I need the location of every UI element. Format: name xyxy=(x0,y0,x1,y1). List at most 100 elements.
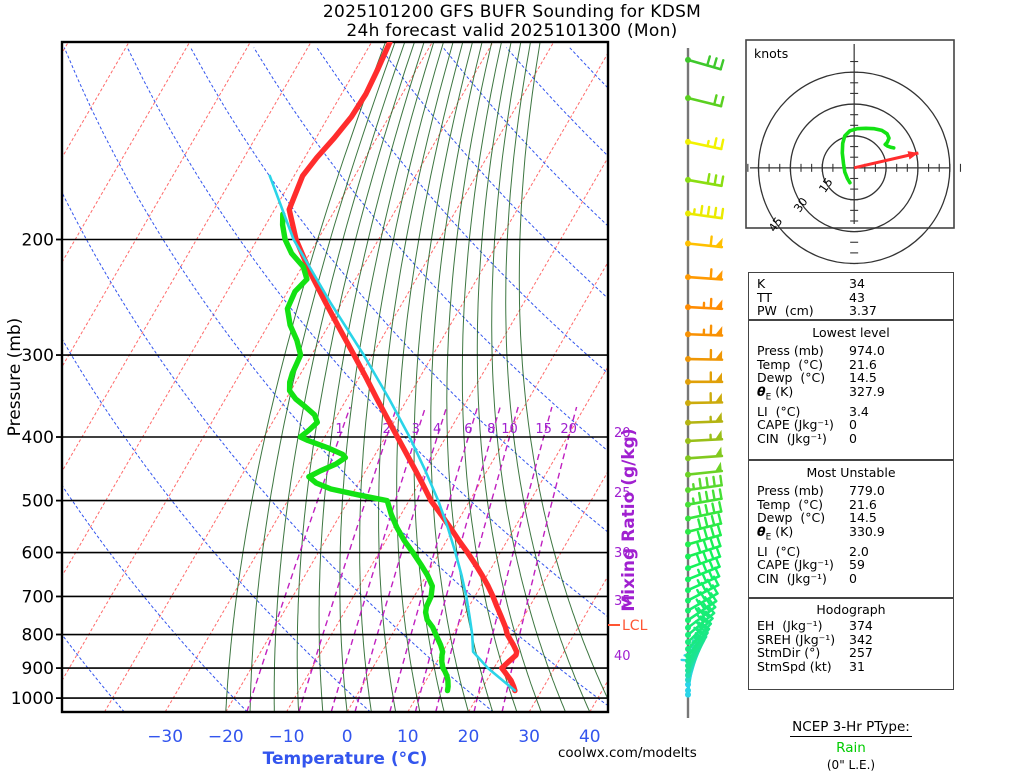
temperature-tick-label: 10 xyxy=(397,727,419,747)
mixing-ratio-label: 3 xyxy=(412,422,420,437)
wind-barb xyxy=(685,372,722,384)
pressure-tick-label: 700 xyxy=(22,587,54,607)
ptype-value: Rain xyxy=(748,740,954,756)
temperature-tick-label: 30 xyxy=(518,727,540,747)
ptype-liquid-equivalent: (0" L.E.) xyxy=(748,758,954,772)
temperature-tick-label: −10 xyxy=(269,727,305,747)
index-row: SREH (Jkg⁻¹)342 xyxy=(757,633,953,647)
index-value: 34 xyxy=(849,277,953,291)
mixing-ratio-label: 4 xyxy=(433,422,441,437)
mixing-ratio-label: 6 xyxy=(464,422,472,437)
index-row: Dewp (°C)14.5 xyxy=(757,511,953,525)
right-axis-title: Mixing Ratio (g/kg) xyxy=(619,428,639,611)
index-label: CAPE (Jkg⁻¹) xyxy=(757,558,849,572)
pressure-tick-label: 1000 xyxy=(11,689,54,709)
index-row: Press (mb)779.0 xyxy=(757,484,953,498)
index-label: SREH (Jkg⁻¹) xyxy=(757,633,849,647)
index-value: 0 xyxy=(849,432,953,446)
index-value: 31 xyxy=(849,660,953,674)
trace-dewpoint xyxy=(283,214,449,690)
index-label: EH (Jkg⁻¹) xyxy=(757,619,849,633)
wind-barb xyxy=(685,95,723,106)
wind-barb xyxy=(685,447,722,462)
index-row: CIN (Jkg⁻¹)0 xyxy=(757,572,953,586)
index-label: Temp (°C) xyxy=(757,358,849,372)
temperature-tick-label: 40 xyxy=(579,727,601,747)
wind-barb xyxy=(685,299,722,310)
index-row: CAPE (Jkg⁻¹)0 xyxy=(757,418,953,432)
index-label: Temp (°C) xyxy=(757,498,849,512)
index-label: CIN (Jkg⁻¹) xyxy=(757,572,849,586)
index-row: θE (K)327.9 xyxy=(757,385,953,405)
index-label: CAPE (Jkg⁻¹) xyxy=(757,418,849,432)
index-value: 3.37 xyxy=(849,304,953,318)
wind-barb-column xyxy=(682,48,724,718)
index-value: 0 xyxy=(849,418,953,432)
wind-barb xyxy=(685,237,723,247)
mixing-ratio-label: 15 xyxy=(535,422,552,437)
index-row: StmDir (°)257 xyxy=(757,646,953,660)
temperature-tick-label: 20 xyxy=(458,727,480,747)
ptype-section: NCEP 3-Hr PType: Rain (0" L.E.) xyxy=(748,716,954,772)
wind-barb xyxy=(685,393,722,406)
index-value: 14.5 xyxy=(849,371,953,385)
wind-barb xyxy=(685,430,722,444)
y-axis-label: Pressure (mb) xyxy=(5,318,25,437)
mixing-ratio-label: 10 xyxy=(501,422,518,437)
index-label: Dewp (°C) xyxy=(757,371,849,385)
index-row: Dewp (°C)14.5 xyxy=(757,371,953,385)
lcl-label: LCL xyxy=(622,618,648,634)
index-label: LI (°C) xyxy=(757,545,849,559)
index-value: 374 xyxy=(849,619,953,633)
lowest-level-heading: Lowest level xyxy=(749,321,953,340)
index-row: θE (K)330.9 xyxy=(757,525,953,545)
pressure-tick-label: 400 xyxy=(22,428,54,448)
ptype-title: NCEP 3-Hr PType: xyxy=(790,719,912,737)
index-label: Dewp (°C) xyxy=(757,511,849,525)
pressure-tick-label: 900 xyxy=(22,659,54,679)
index-label: Press (mb) xyxy=(757,344,849,358)
index-value: 974.0 xyxy=(849,344,953,358)
index-row: PW (cm)3.37 xyxy=(757,304,953,318)
wind-barb xyxy=(685,412,722,426)
hodograph-units-label: knots xyxy=(754,46,788,61)
temperature-tick-label: 0 xyxy=(342,727,353,747)
index-value: 327.9 xyxy=(849,385,953,405)
index-label: CIN (Jkg⁻¹) xyxy=(757,432,849,446)
pressure-tick-label: 200 xyxy=(22,231,54,251)
index-value: 21.6 xyxy=(849,498,953,512)
index-row: CAPE (Jkg⁻¹)59 xyxy=(757,558,953,572)
index-row: EH (Jkg⁻¹)374 xyxy=(757,619,953,633)
index-value: 2.0 xyxy=(849,545,953,559)
index-label: Press (mb) xyxy=(757,484,849,498)
temperature-tick-label: −20 xyxy=(208,727,244,747)
pressure-tick-label: 300 xyxy=(22,346,54,366)
index-label: TT xyxy=(757,291,849,305)
index-label: LI (°C) xyxy=(757,405,849,419)
mixing-ratio-label: 8 xyxy=(487,422,495,437)
index-value: 330.9 xyxy=(849,525,953,545)
x-axis-label: Temperature (°C) xyxy=(263,749,428,768)
index-label: StmDir (°) xyxy=(757,646,849,660)
wind-barb xyxy=(685,206,723,218)
index-value: 43 xyxy=(849,291,953,305)
wind-barb xyxy=(685,138,723,149)
index-value: 779.0 xyxy=(849,484,953,498)
index-row: Press (mb)974.0 xyxy=(757,344,953,358)
index-label: StmSpd (kt) xyxy=(757,660,849,674)
wind-barb xyxy=(685,269,723,280)
most-unstable-heading: Most Unstable xyxy=(749,461,953,480)
credit-text: coolwx.com/modelts xyxy=(558,745,697,761)
index-value: 0 xyxy=(849,572,953,586)
index-label: K xyxy=(757,277,849,291)
pressure-tick-label: 500 xyxy=(22,492,54,512)
